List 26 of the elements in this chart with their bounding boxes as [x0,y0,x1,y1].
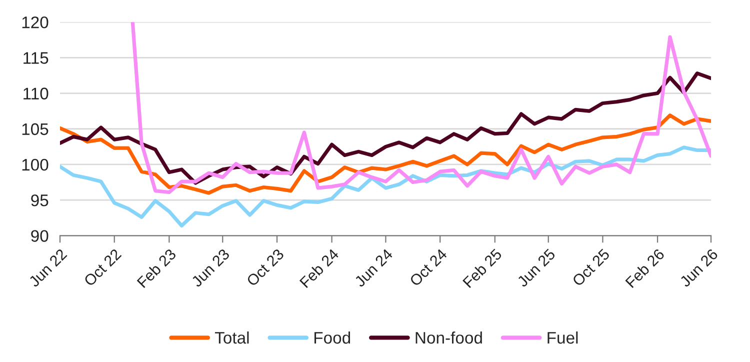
legend-label: Fuel [548,331,578,344]
line-series [130,22,711,194]
line-series [60,114,711,195]
y-tick-label: 100 [22,158,48,171]
x-tick-label: Jun 25 [516,248,556,288]
y-tick-label: 120 [22,16,48,28]
x-tick-label: Jun 23 [190,248,230,288]
y-tick-label: 110 [24,88,48,100]
x-tick-label: Oct 23 [246,248,284,287]
legend-label: Total [214,331,249,344]
x-tick-label: Jun 24 [354,248,394,288]
y-tick-label: 115 [24,52,48,64]
legend-label: Food [314,331,350,344]
x-tick-label: Jun 26 [679,248,718,288]
y-tick-label: 105 [22,123,48,136]
x-tick-label: Oct 24 [409,248,448,287]
x-tick-label: Feb 24 [299,248,340,288]
legend-label: Non-food [416,331,482,344]
y-tick-label: 90 [31,230,48,242]
x-tick-label: Feb 26 [624,248,665,288]
x-tick-label: Feb 23 [136,248,177,288]
x-tick-label: Oct 25 [572,248,610,287]
x-tick-label: Oct 22 [83,248,122,287]
y-tick-label: 95 [31,194,48,206]
x-tick-label: Jun 22 [28,248,68,288]
x-tick-label: Feb 25 [462,248,502,288]
